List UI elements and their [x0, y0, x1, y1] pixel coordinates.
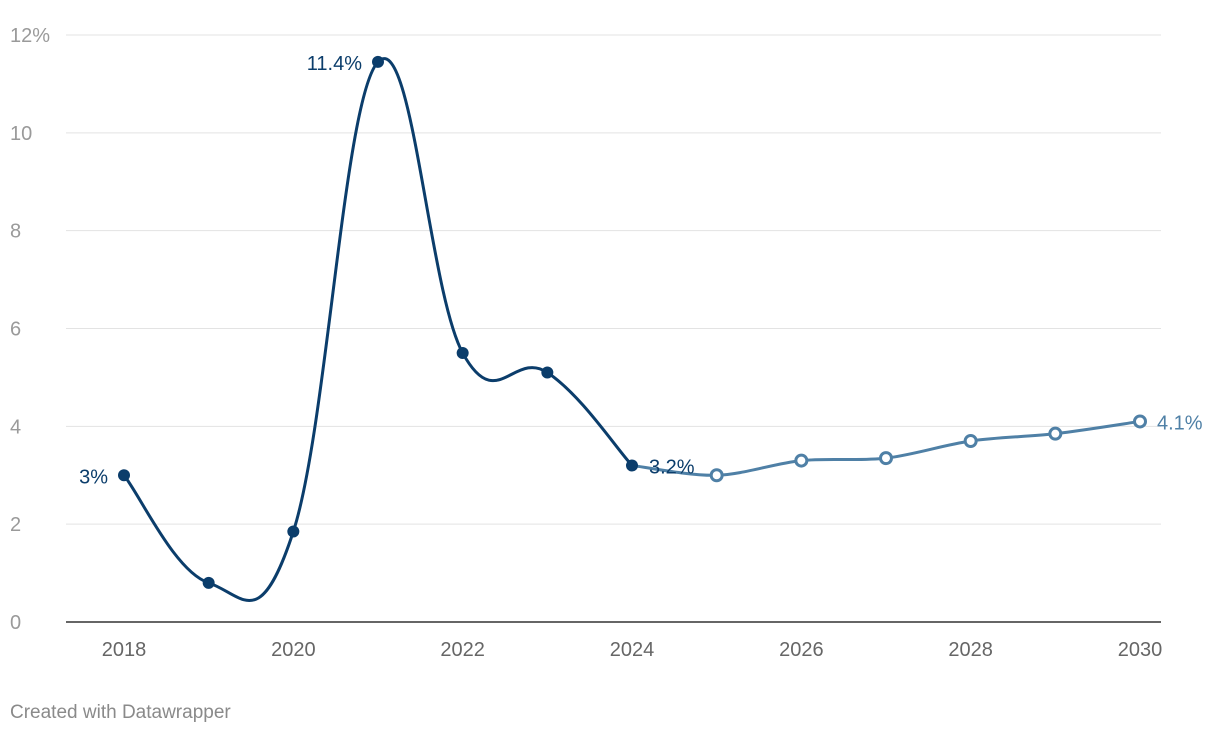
y-tick-label: 10: [10, 123, 32, 145]
projection-data-point: [1133, 414, 1147, 429]
data-label: 3%: [79, 466, 108, 488]
y-tick-label: 0: [10, 612, 21, 634]
x-tick-label: 2018: [102, 639, 147, 661]
actual-data-point: [456, 346, 469, 359]
y-axis-ticks: 0 2 4 6 8 10 12%: [10, 25, 50, 634]
x-tick-label: 2024: [610, 639, 655, 661]
projection-data-point: [879, 451, 893, 466]
y-tick-label: 2: [10, 514, 21, 536]
actual-data-point: [118, 469, 130, 482]
series-points: [118, 55, 1147, 589]
x-axis-ticks: 2018 2020 2022 2024 2026 2028 2030: [102, 639, 1163, 661]
actual-data-point: [202, 576, 215, 589]
series-lines: [122, 57, 1142, 602]
x-tick-label: 2020: [271, 639, 316, 661]
x-tick-label: 2028: [948, 639, 993, 661]
y-tick-label: 6: [10, 319, 21, 341]
x-tick-label: 2026: [779, 639, 824, 661]
actual-data-point: [541, 366, 554, 379]
projection-data-point: [963, 434, 978, 449]
actual-data-point: [372, 55, 384, 68]
gridlines: [66, 34, 1161, 623]
data-labels: 3% 11.4% 3.2% 4.1%: [79, 53, 1203, 488]
projection-data-point: [1048, 426, 1063, 441]
x-tick-label: 2022: [440, 639, 485, 661]
x-tick-label: 2030: [1118, 639, 1163, 661]
y-tick-label: 12%: [10, 25, 50, 47]
data-label: 4.1%: [1157, 412, 1203, 434]
y-tick-label: 8: [10, 221, 21, 243]
actual-series-line: [122, 57, 634, 602]
projection-data-point: [709, 468, 724, 483]
data-label: 3.2%: [649, 456, 695, 478]
projection-data-point: [794, 453, 809, 468]
data-label: 11.4%: [307, 53, 362, 75]
actual-data-point: [287, 525, 300, 538]
projection-series-line: [630, 419, 1142, 477]
actual-data-point: [626, 459, 638, 472]
datawrapper-credit: Created with Datawrapper: [10, 702, 231, 723]
y-tick-label: 4: [10, 416, 21, 438]
